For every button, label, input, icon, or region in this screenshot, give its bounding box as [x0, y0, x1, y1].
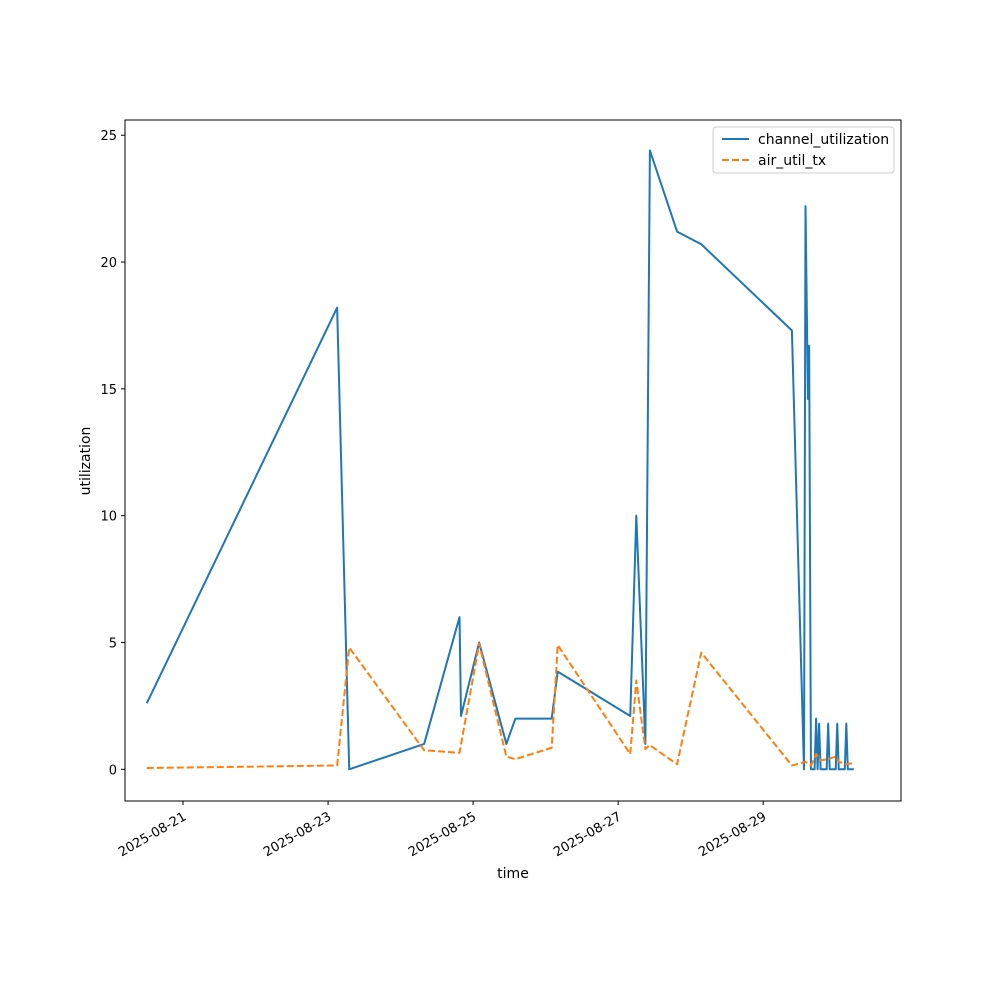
series-layer [145, 149, 855, 771]
y-tick-label: 10 [100, 510, 117, 525]
axes-frame [124, 119, 902, 802]
y-tick-label: 15 [100, 383, 117, 398]
y-tick-label: 0 [109, 763, 117, 778]
series-line-channel-utilization [145, 149, 854, 771]
y-tick-label: 20 [100, 256, 117, 271]
x-axis-ticks: 2025-08-21 2025-08-23 2025-08-25 2025-08-27… [116, 801, 769, 860]
legend-label-channel-utilization: channel_utilization [758, 132, 889, 148]
x-tick-label: 2025-08-29 [696, 809, 769, 860]
y-tick-label: 25 [100, 129, 117, 144]
y-axis-label: utilization [78, 427, 94, 496]
x-axis-label: time [497, 866, 529, 882]
x-tick-label: 2025-08-27 [551, 809, 624, 860]
x-tick-label: 2025-08-25 [406, 809, 479, 860]
legend-box [712, 126, 895, 174]
y-axis-ticks: 0 5 10 15 20 25 [100, 129, 125, 778]
series-line-air-util-tx [146, 642, 855, 770]
legend: channel_utilization air_util_tx [712, 126, 895, 174]
legend-label-air-util-tx: air_util_tx [758, 153, 826, 169]
y-tick-label: 5 [109, 636, 117, 651]
x-tick-label: 2025-08-23 [261, 809, 334, 860]
x-tick-label: 2025-08-21 [116, 809, 189, 860]
